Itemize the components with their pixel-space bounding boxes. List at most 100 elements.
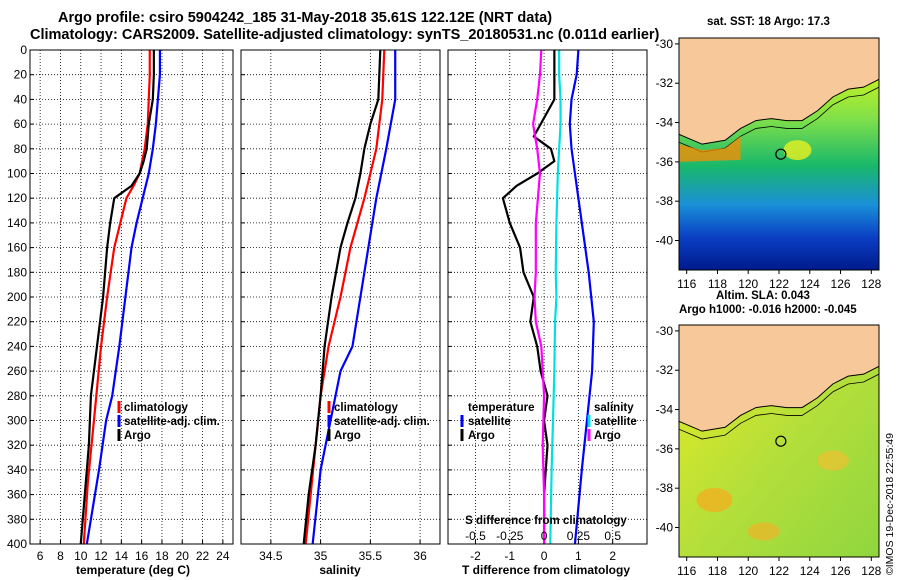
map-x-tick-label: 126 [831, 564, 851, 578]
map-x-tick-label: 118 [708, 564, 727, 578]
map-y-tick-label: -40 [656, 234, 674, 248]
map-x-tick-label: 118 [708, 277, 727, 291]
map-y-tick-label: -40 [656, 521, 674, 535]
map-frame [678, 324, 880, 558]
y-tick-label: 0 [20, 43, 27, 57]
map-x-tick-label: 128 [861, 564, 881, 578]
plot-title-line1: Argo profile: csiro 5904242_185 31-May-2… [58, 10, 553, 26]
x-tick-label: 20 [176, 549, 190, 563]
x-tick-label: 12 [94, 549, 108, 563]
salinity-panel: 34.5 35 35.5 36 [240, 49, 441, 563]
map-y-tick-label: -30 [656, 37, 674, 51]
map-y-tick-label: -30 [656, 324, 674, 338]
x-tick-label: 16 [135, 549, 149, 563]
high-sla-eddy [816, 450, 849, 471]
y-tick-label: 220 [7, 315, 27, 329]
s-tick-label: 0.5 [604, 529, 621, 543]
difference-legend-left: temperature satellite Argo [460, 402, 534, 442]
legend-salinity-title: salinity [594, 402, 634, 414]
y-tick-label: 340 [7, 463, 27, 477]
x-tick-label: 0 [541, 549, 548, 563]
sst-map: 116 118 120 122 124 126 128 -30 -32 -34 -36 -38 -40 [656, 37, 882, 291]
sla-map-subtitle: Argo h1000: -0.016 h2000: -0.045 [679, 304, 857, 316]
sla-map: 116 118 120 122 124 126 128 -30 -32 -34 -36 -38 -40 [656, 324, 882, 578]
map-x-tick-label: 122 [769, 277, 789, 291]
sst-map-title: sat. SST: 18 Argo: 17.3 [707, 16, 830, 28]
map-x-tick-label: 124 [800, 564, 820, 578]
y-tick-label: 180 [7, 265, 27, 279]
x-tick-label: 18 [155, 549, 169, 563]
temperature-legend: climatology satellite-adj. clim. Argo [117, 401, 220, 442]
x-tick-label: 35 [314, 549, 328, 563]
y-tick-label: 60 [14, 117, 28, 131]
y-tick-label: 320 [7, 438, 27, 452]
y-tick-label: 260 [7, 364, 27, 378]
x-tick-label: 36 [413, 549, 427, 563]
legend-satellite-adj: satellite-adj. clim. [124, 416, 220, 428]
argo-position-marker [775, 435, 787, 447]
y-tick-label: 200 [7, 290, 27, 304]
y-tick-label: 240 [7, 339, 27, 353]
map-x-tick-label: 116 [677, 277, 696, 291]
series-climatology [82, 50, 151, 545]
series-temperature-satellite [568, 49, 595, 545]
legend-argo: Argo [124, 430, 151, 442]
y-tick-label: 280 [7, 389, 27, 403]
legend-t-argo: Argo [468, 430, 495, 442]
series-satellite-adj-clim- [311, 50, 397, 545]
temperature-xlabel: temperature (deg C) [76, 563, 190, 577]
x-tick-label: 22 [196, 549, 210, 563]
plot-frame [29, 49, 234, 545]
sla-map-title: Altim. SLA: 0.043 [716, 290, 810, 302]
s-tick-label: 0 [541, 529, 548, 543]
map-x-tick-label: 120 [738, 564, 758, 578]
coastline [679, 78, 879, 145]
difference-panel: -2 -1 0 1 2 -0.5 -0.25 0 0.25 0.5 [447, 49, 648, 563]
map-y-tick-label: -32 [656, 363, 674, 377]
map-x-tick-label: 120 [738, 277, 758, 291]
plot-title-line2: Climatology: CARS2009. Satellite-adjuste… [30, 27, 660, 43]
legend-climatology: climatology [334, 402, 399, 414]
salinity-xlabel: salinity [319, 563, 361, 577]
land-mass [679, 38, 879, 145]
series-satellite-adj-clim- [85, 50, 162, 545]
map-frame [678, 37, 880, 271]
series-salinity-argo [531, 49, 546, 544]
legend-temperature-title: temperature [468, 402, 534, 414]
map-x-tick-label: 116 [677, 564, 696, 578]
warm-eddy [783, 140, 812, 161]
x-tick-label: 24 [216, 549, 230, 563]
x-tick-label: -1 [504, 549, 515, 563]
map-y-tick-label: -38 [656, 481, 674, 495]
series-salinity-satellite [549, 50, 562, 545]
high-sla-eddy [747, 522, 780, 541]
y-tick-label: 120 [7, 191, 27, 205]
x-tick-label: 10 [74, 549, 88, 563]
shelf-contour [679, 373, 879, 440]
legend-satellite-adj: satellite-adj. clim. [334, 416, 430, 428]
difference-legend-right: salinity satellite Argo [587, 402, 637, 442]
y-tick-label: 140 [7, 216, 27, 230]
y-tick-label: 80 [14, 142, 28, 156]
legend-t-satellite: satellite [468, 416, 511, 428]
difference-xlabel: T difference from climatology [462, 563, 630, 577]
map-layers [679, 38, 879, 270]
y-tick-label: 160 [7, 241, 27, 255]
map-y-tick-label: -36 [656, 155, 674, 169]
high-sla-eddy [696, 487, 733, 512]
s-tick-label: 0.25 [567, 529, 591, 543]
y-tick-label: 300 [7, 414, 27, 428]
argo-position-marker [775, 148, 787, 160]
map-y-tick-label: -34 [656, 403, 674, 417]
x-tick-label: 14 [115, 549, 129, 563]
map-y-tick-label: -32 [656, 76, 674, 90]
warm-current [679, 136, 741, 162]
s-tick-label: -0.5 [465, 529, 486, 543]
x-tick-label: 2 [609, 549, 616, 563]
x-tick-label: 34.5 [259, 549, 283, 563]
y-tick-label: 360 [7, 488, 27, 502]
map-x-tick-label: 124 [800, 277, 820, 291]
salinity-legend: climatology satellite-adj. clim. Argo [327, 401, 430, 442]
plot-frame [240, 49, 441, 545]
